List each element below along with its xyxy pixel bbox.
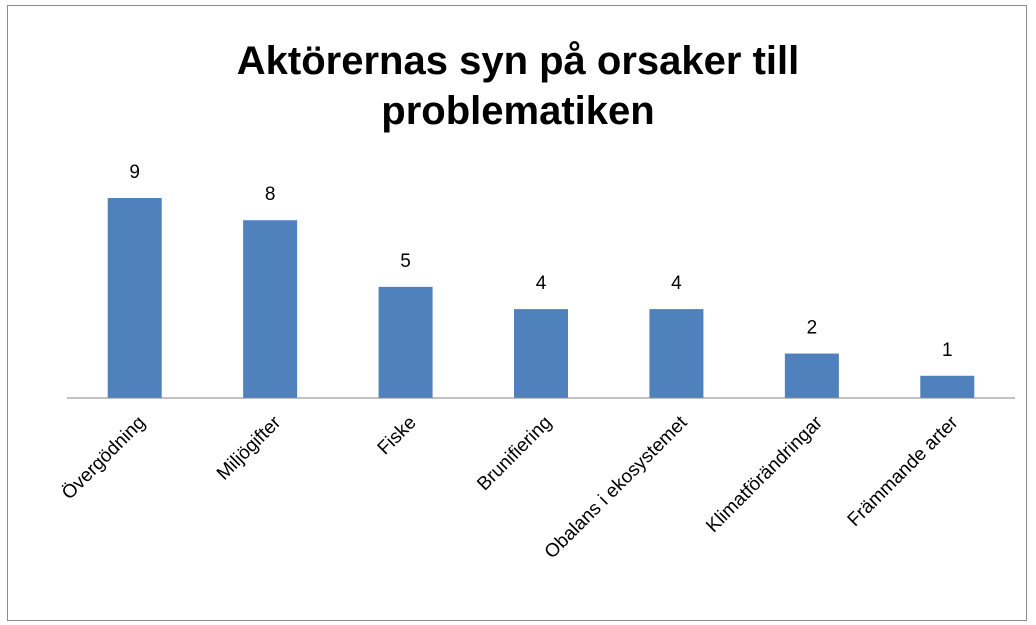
x-tick-label: Klimatförändringar	[702, 412, 827, 537]
data-label: 8	[265, 184, 276, 205]
data-label: 5	[400, 251, 411, 272]
bar	[920, 375, 975, 398]
bar	[784, 353, 839, 398]
data-label: 4	[536, 273, 547, 294]
x-tick-label: Främmande arter	[844, 412, 963, 531]
data-label: 4	[671, 273, 682, 294]
data-label: 2	[807, 318, 818, 339]
x-tick-label: Brunifiering	[473, 412, 556, 495]
bar	[649, 309, 704, 398]
bar	[514, 309, 568, 398]
chart-title: Aktörernas syn på orsaker till problemat…	[236, 39, 800, 133]
x-tick-label: Miljögifter	[213, 412, 286, 485]
x-tick-label: Fiske	[374, 412, 421, 459]
data-label: 9	[129, 162, 140, 183]
bar	[243, 220, 298, 398]
x-tick-label: Obalans i ekosystemet	[541, 412, 692, 563]
bar	[378, 286, 433, 398]
data-label: 1	[942, 340, 953, 361]
chart-frame	[7, 5, 1027, 621]
x-tick-label: Övergödning	[58, 412, 150, 504]
bar	[107, 198, 162, 398]
